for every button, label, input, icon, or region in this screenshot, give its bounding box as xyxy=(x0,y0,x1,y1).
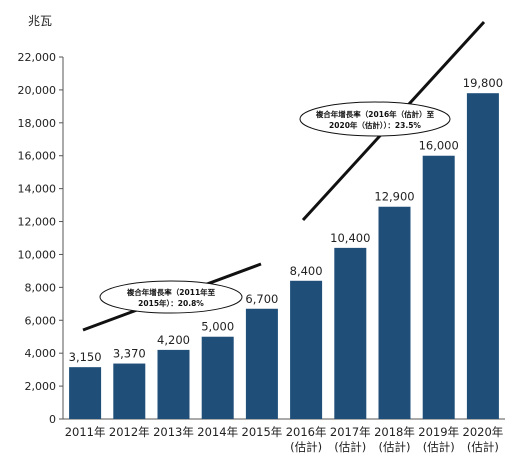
cagr-annotation-text: 2015年）：20.8% xyxy=(138,298,204,308)
cagr-annotation-bubble xyxy=(99,280,243,314)
x-tick-label: 2014年 xyxy=(197,425,238,439)
x-tick-label: (估計) xyxy=(467,440,499,454)
y-tick-label: 20,000 xyxy=(18,84,57,97)
x-tick-label: 2013年 xyxy=(153,425,194,439)
bar xyxy=(290,280,323,419)
x-tick-label: 2011年 xyxy=(65,425,106,439)
bar-value-label: 3,370 xyxy=(113,347,146,361)
x-tick-label: (估計) xyxy=(379,440,411,454)
x-tick-label: 2018年 xyxy=(374,425,415,439)
x-tick-label: 2015年 xyxy=(242,425,283,439)
bar xyxy=(334,247,367,419)
bar xyxy=(201,336,234,419)
x-tick-label: 2017年 xyxy=(330,425,371,439)
bar-value-label: 5,000 xyxy=(201,320,234,334)
x-tick-label: (估計) xyxy=(290,440,322,454)
y-tick-label: 18,000 xyxy=(18,117,57,130)
y-tick-label: 2,000 xyxy=(25,380,57,393)
bar-value-label: 8,400 xyxy=(290,264,323,278)
bar-value-label: 16,000 xyxy=(419,139,459,153)
x-tick-label: (估計) xyxy=(334,440,366,454)
bar-value-label: 4,200 xyxy=(157,333,190,347)
bar-value-label: 10,400 xyxy=(330,231,370,245)
x-tick-label: (估計) xyxy=(423,440,455,454)
y-tick-label: 12,000 xyxy=(18,216,57,229)
y-tick-label: 14,000 xyxy=(18,183,57,196)
bar xyxy=(157,349,190,419)
bar xyxy=(69,367,102,419)
x-tick-label: 2019年 xyxy=(418,425,459,439)
y-tick-label: 16,000 xyxy=(18,150,57,163)
y-tick-label: 0 xyxy=(49,413,56,426)
bar xyxy=(378,206,411,419)
x-tick-label: 2012年 xyxy=(109,425,150,439)
cagr-annotation-text: 複合年增長率（2011年至 xyxy=(126,287,216,297)
cagr-annotation-text: 複合年增長率（2016年（估計）至 xyxy=(315,109,435,119)
x-tick-label: 2016年 xyxy=(286,425,327,439)
bar xyxy=(245,308,278,419)
bar xyxy=(113,363,146,419)
y-tick-label: 8,000 xyxy=(25,281,57,294)
y-tick-label: 10,000 xyxy=(18,248,57,261)
y-tick-label: 22,000 xyxy=(18,51,57,64)
bar xyxy=(422,155,455,419)
bar xyxy=(466,93,499,419)
bar-value-label: 12,900 xyxy=(374,190,414,204)
bar-value-label: 3,150 xyxy=(69,350,102,364)
cagr-annotation-text: 2020年（估計））：23.5% xyxy=(329,120,421,130)
y-tick-label: 4,000 xyxy=(25,347,57,360)
bar-value-label: 19,800 xyxy=(463,76,503,90)
cagr-annotation-bubble xyxy=(299,101,451,137)
bar-value-label: 6,700 xyxy=(245,292,278,306)
x-tick-label: 2020年 xyxy=(463,425,504,439)
y-axis-unit-label: 兆瓦 xyxy=(28,14,53,28)
y-tick-label: 6,000 xyxy=(25,314,57,327)
